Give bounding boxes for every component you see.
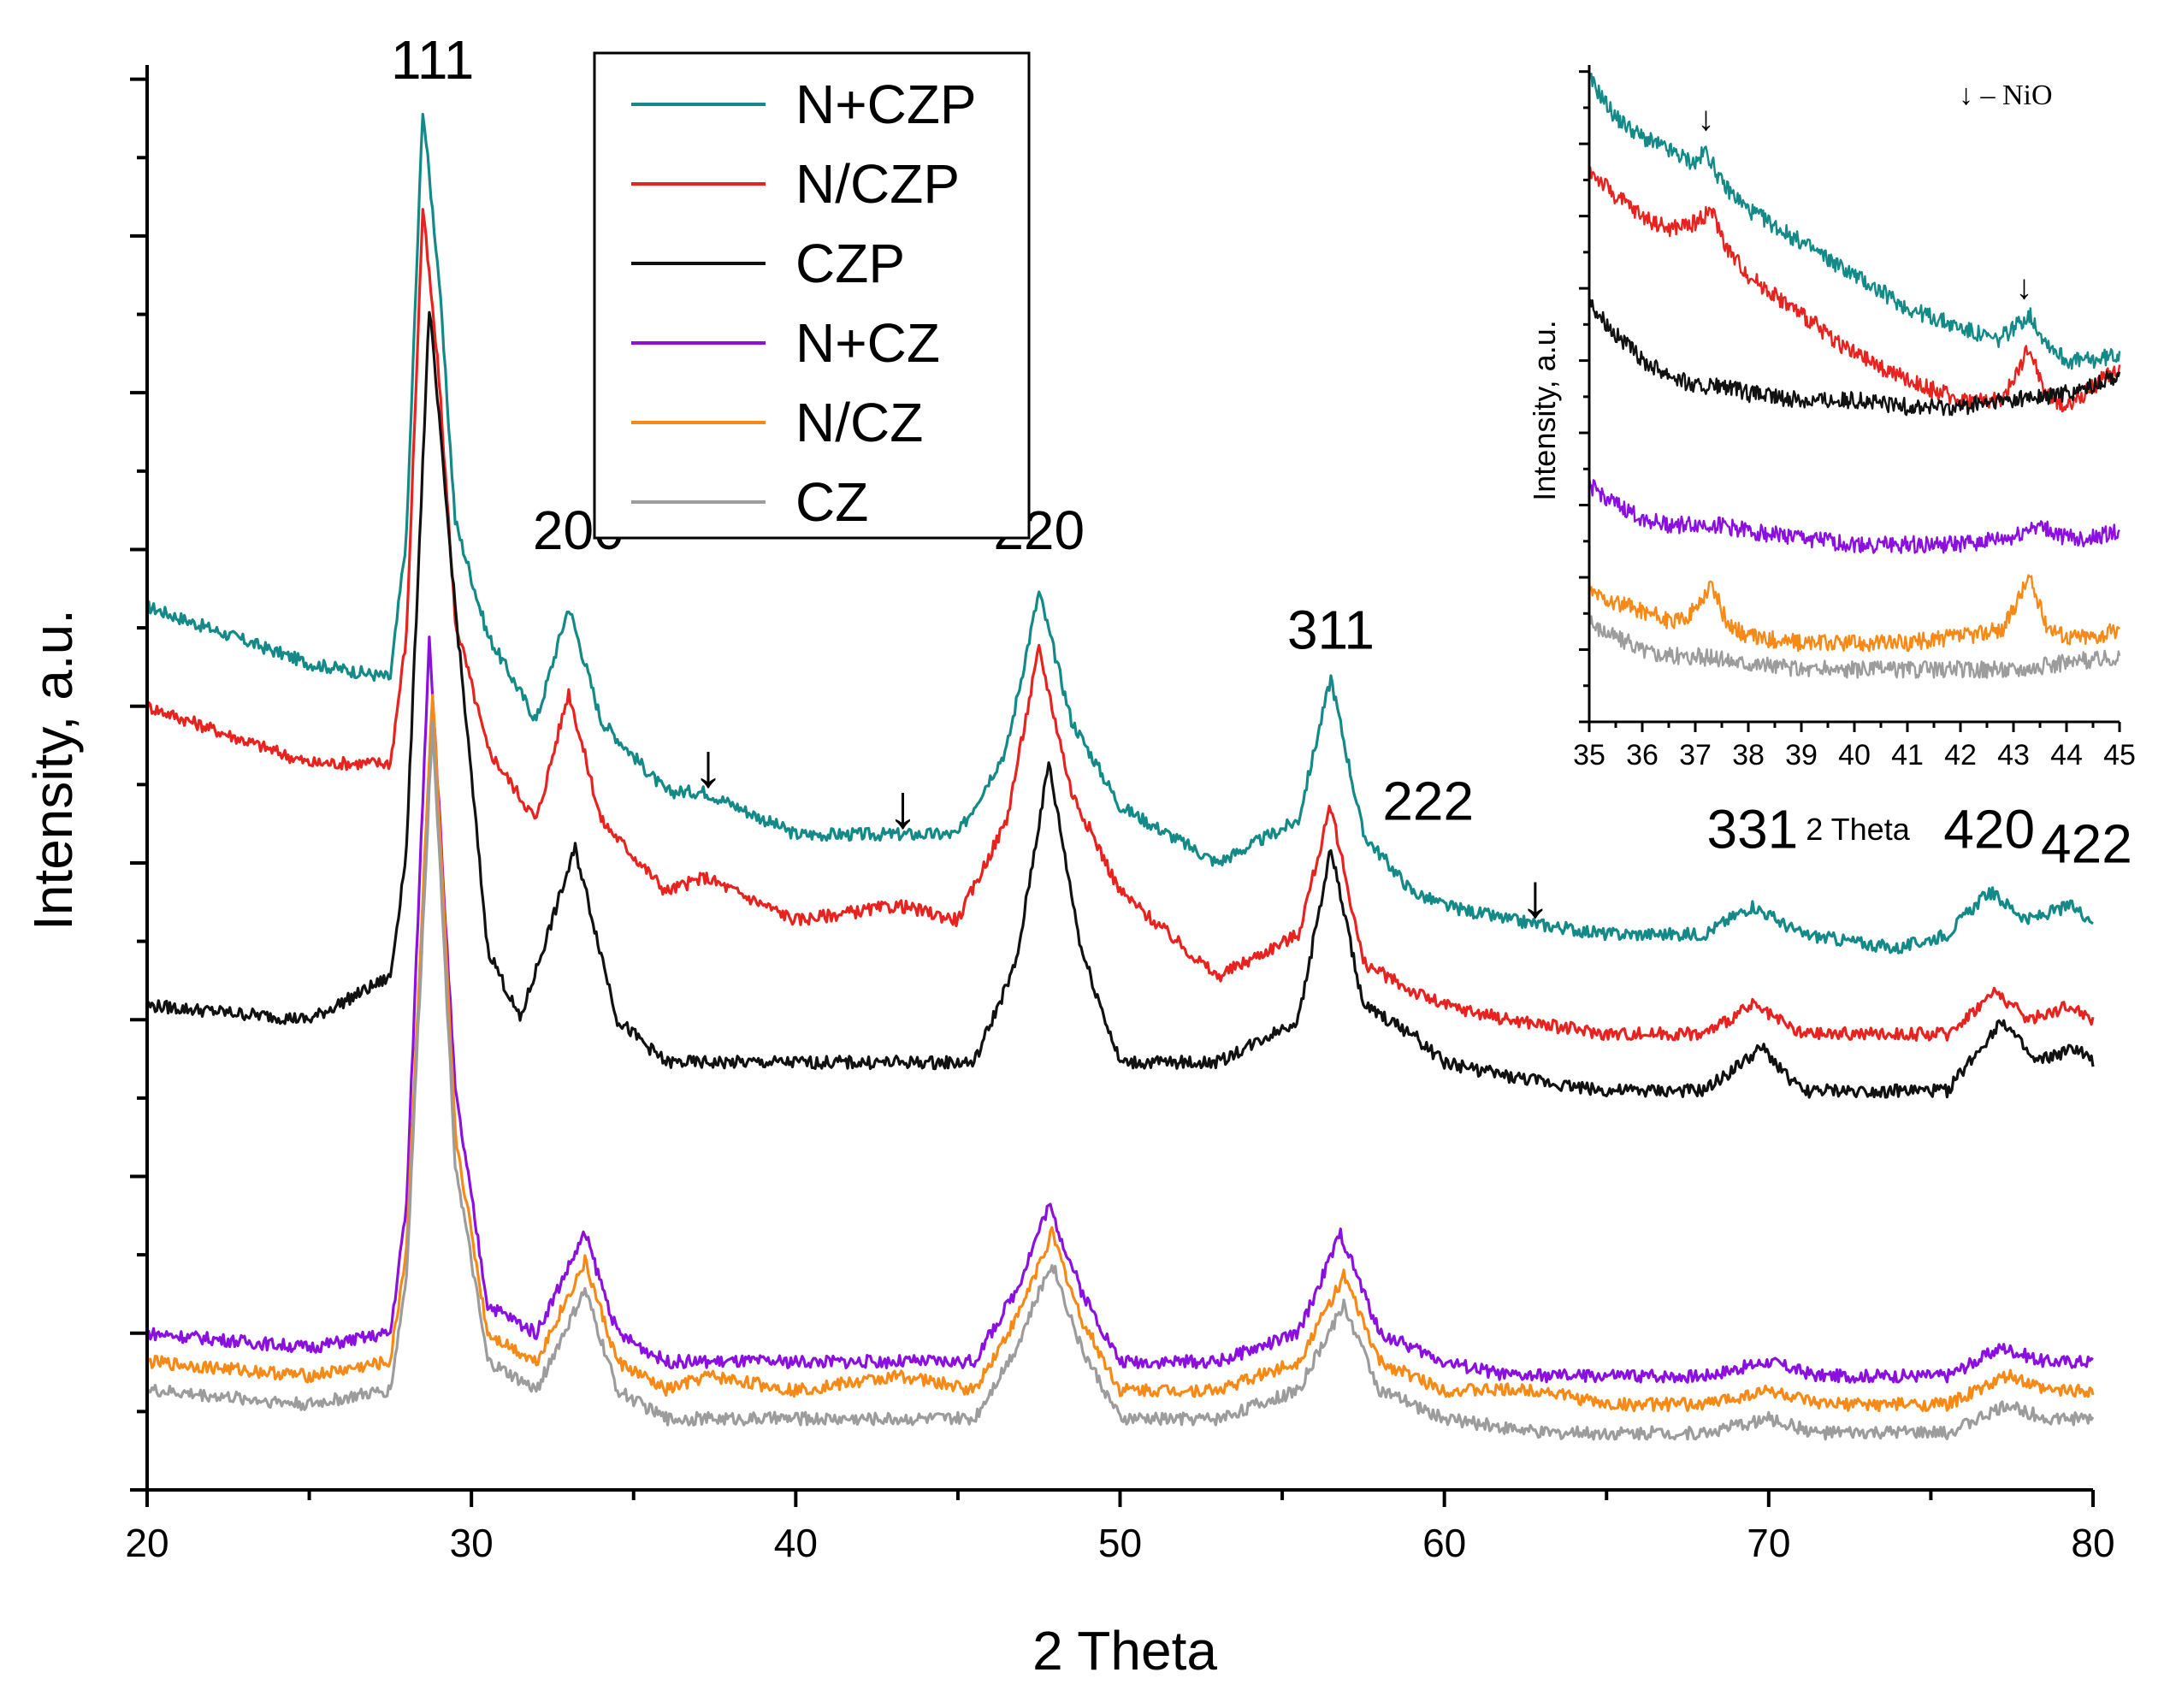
peak-label: 111	[391, 29, 474, 91]
inset-arrow-markers: ↓↓	[1697, 99, 2032, 306]
main-x-tick-label: 50	[1098, 1521, 1142, 1565]
series-line-n-cz	[146, 635, 2094, 1384]
inset-y-axis-label: Intensity, a.u.	[1527, 320, 1562, 500]
main-x-tick-label: 80	[2071, 1521, 2114, 1565]
inset-x-tick-label: 41	[1891, 739, 1924, 771]
inset-x-tick-label: 38	[1732, 739, 1765, 771]
peak-label: 311	[1287, 599, 1375, 660]
legend-items: N+CZP N/CZP CZP N+CZ N/CZ CZ	[631, 74, 977, 533]
series-line-n-czp	[146, 112, 2094, 954]
inset-axes	[1579, 65, 2121, 732]
main-x-tick-labels: 20 30 40 50 60 70 80	[125, 1521, 2114, 1565]
inset-nio-arrow: ↓	[1697, 99, 1714, 138]
series-line-n-cz	[145, 694, 2095, 1413]
inset-plot: 35 36 37 38 39 40 41 42 43 44 45 ↓↓ ↓ – NiO 2 Thet…	[1527, 65, 2136, 847]
series-line-cz	[145, 720, 2095, 1441]
peak-label: 331	[1706, 799, 1798, 860]
series-line-czp	[145, 310, 2095, 1099]
inset-series-line	[1588, 166, 2121, 413]
inset-x-axis-label: 2 Theta	[1806, 812, 1910, 847]
legend-label: N+CZP	[795, 74, 977, 135]
legend-box	[593, 51, 1031, 540]
inset-series-line	[1588, 476, 2120, 554]
legend-label: N/CZP	[795, 153, 960, 215]
inset-x-tick-label: 42	[1944, 739, 1977, 771]
legend-label: N+CZ	[795, 312, 940, 374]
main-x-tick-label: 40	[774, 1521, 818, 1565]
inset-series-group	[1588, 72, 2121, 679]
inset-x-tick-label: 44	[2050, 739, 2083, 771]
legend-label: CZ	[795, 471, 868, 533]
series-line-n-czp	[145, 208, 2095, 1042]
legend: N+CZP N/CZP CZP N+CZ N/CZ CZ	[593, 51, 1031, 540]
inset-nio-arrow: ↓	[2015, 268, 2032, 306]
inset-series-line	[1588, 615, 2121, 679]
inset-series-line	[1588, 298, 2121, 417]
main-x-tick-label: 20	[125, 1521, 169, 1565]
inset-x-tick-label: 36	[1626, 739, 1659, 771]
nio-arrow-marker: ↓	[1520, 862, 1551, 931]
nio-arrow-marker: ↓	[693, 731, 724, 800]
inset-x-tick-label: 37	[1679, 739, 1712, 771]
inset-x-tick-label: 45	[2103, 739, 2136, 771]
main-x-axis-label: 2 Theta	[1032, 1620, 1217, 1681]
inset-legend-note: ↓ – NiO	[1959, 80, 2053, 111]
nio-arrow-marker: ↓	[887, 773, 918, 842]
inset-x-tick-label: 35	[1573, 739, 1605, 771]
inset-x-tick-labels: 35 36 37 38 39 40 41 42 43 44 45	[1573, 739, 2136, 771]
inset-series-line	[1588, 574, 2120, 653]
main-series-group	[145, 112, 2095, 1441]
main-axes	[130, 65, 2095, 1507]
inset-series-line	[1588, 72, 2121, 370]
legend-label: CZP	[795, 233, 905, 294]
main-x-tick-label: 70	[1747, 1521, 1790, 1565]
nio-arrow-markers: ↓ ↓ ↓	[693, 731, 1551, 931]
main-x-tick-label: 30	[450, 1521, 494, 1565]
inset-x-tick-label: 43	[1997, 739, 2030, 771]
legend-label: N/CZ	[795, 392, 923, 453]
peak-label: 420	[1943, 799, 2035, 860]
inset-x-tick-label: 40	[1838, 739, 1871, 771]
peak-label: 422	[2041, 813, 2132, 874]
main-x-tick-label: 60	[1422, 1521, 1466, 1565]
peak-label: 222	[1382, 770, 1474, 831]
main-y-axis-label: Intensity, a.u.	[22, 609, 84, 931]
inset-x-tick-label: 39	[1785, 739, 1818, 771]
